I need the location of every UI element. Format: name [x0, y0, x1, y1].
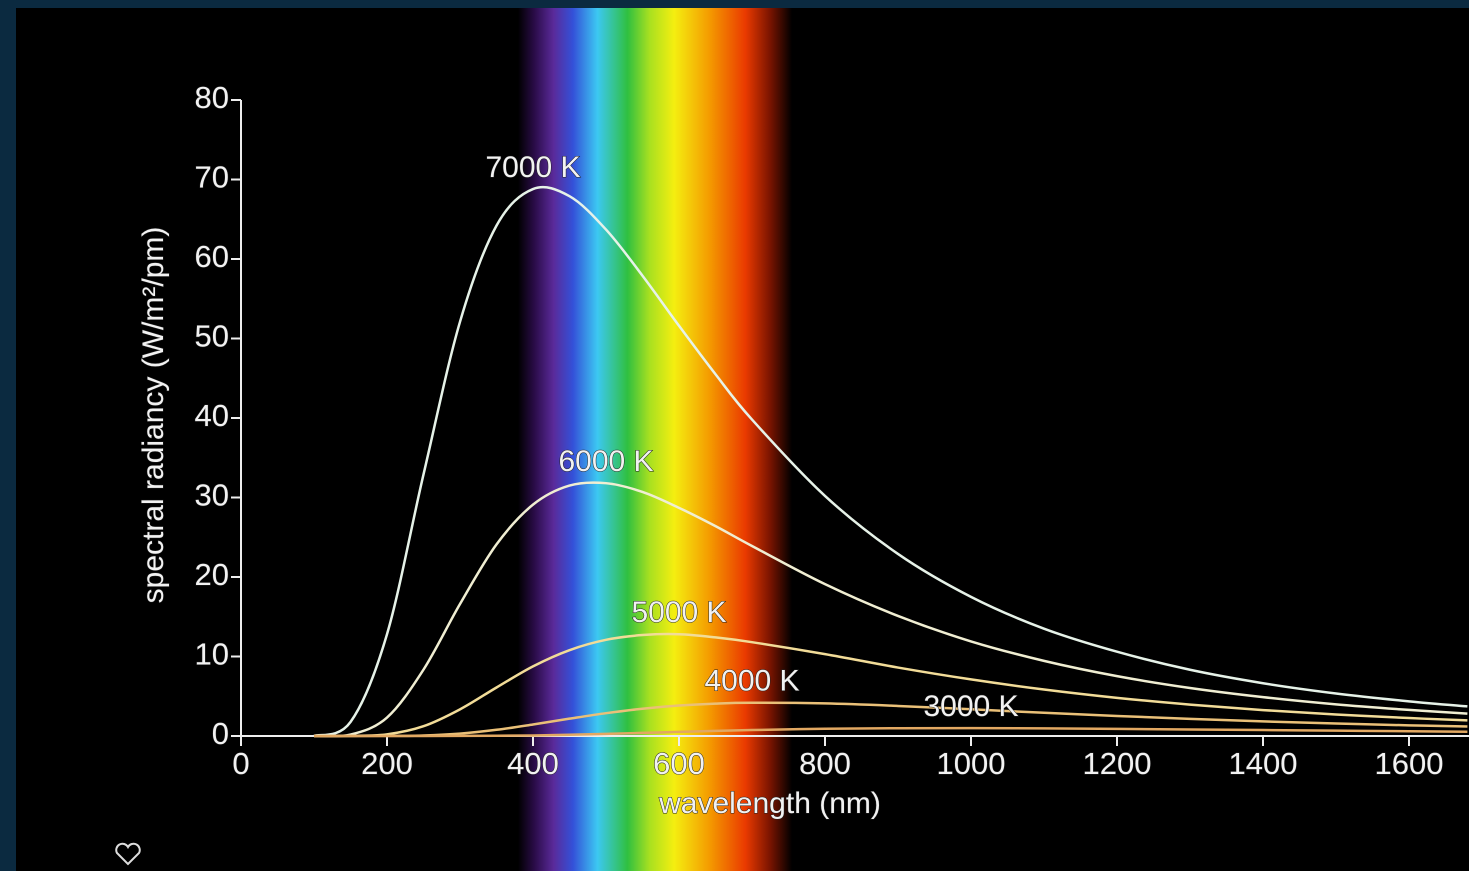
- y-tick-label: 20: [195, 557, 229, 592]
- x-tick-label: 400: [507, 746, 559, 781]
- curve-label: 6000 K: [558, 445, 653, 478]
- x-tick-label: 1600: [1375, 746, 1444, 781]
- x-tick-label: 600: [653, 746, 705, 781]
- curve: [313, 701, 1468, 738]
- y-tick-label: 80: [195, 80, 229, 115]
- curve-label: 3000 K: [923, 690, 1018, 723]
- x-tick-label: 1400: [1229, 746, 1298, 781]
- y-tick-label: 40: [195, 398, 229, 433]
- curve-label: 4000 K: [704, 665, 799, 698]
- curve: [313, 185, 1468, 738]
- curve: [313, 632, 1468, 738]
- y-tick-label: 0: [212, 716, 229, 751]
- x-tick-label: 1200: [1083, 746, 1152, 781]
- curve: [313, 481, 1468, 738]
- y-tick-label: 30: [195, 478, 229, 513]
- x-tick-label: 200: [361, 746, 413, 781]
- y-tick-label: 70: [195, 160, 229, 195]
- y-tick-label: 60: [195, 239, 229, 274]
- y-axis-title: spectral radiancy (W/m²/pm): [137, 227, 170, 604]
- curve-label: 5000 K: [631, 596, 726, 629]
- visible-spectrum-band: [518, 8, 792, 871]
- curve-label: 7000 K: [485, 151, 580, 184]
- curve: [314, 726, 1468, 738]
- y-tick-label: 50: [195, 319, 229, 354]
- x-tick-label: 1000: [937, 746, 1006, 781]
- y-tick-label: 10: [195, 637, 229, 672]
- x-tick-label: 800: [799, 746, 851, 781]
- x-axis-title: wavelength (nm): [658, 787, 881, 820]
- like-icon[interactable]: [115, 842, 141, 866]
- x-tick-label: 0: [232, 746, 249, 781]
